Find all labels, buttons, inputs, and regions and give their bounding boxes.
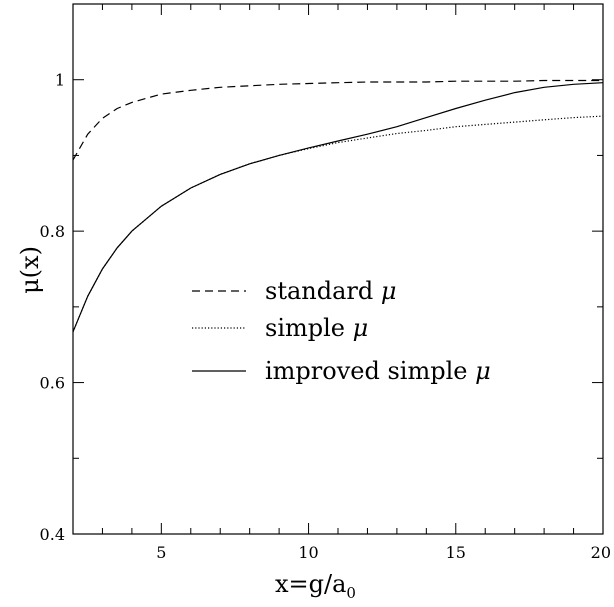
y-tick-label: 0.6	[40, 374, 65, 393]
legend-label: standard μ	[265, 277, 396, 305]
legend-label: simple μ	[265, 314, 368, 342]
x-tick-label: 15	[446, 543, 466, 562]
series-line-dashed	[72, 79, 603, 161]
x-axis-label: x=g/a0	[275, 570, 356, 602]
axis-ticks	[73, 3, 604, 535]
legend-label-text: standard	[265, 277, 381, 305]
y-tick-label: 1	[55, 71, 65, 90]
tick-labels: 5 10 15 20 0.4 0.6 0.8 1	[40, 71, 611, 562]
legend-mu-symbol: μ	[475, 357, 491, 385]
x-tick-label: 10	[298, 543, 318, 562]
x-tick-label: 20	[591, 543, 611, 562]
legend-label-text: improved simple	[265, 357, 475, 385]
y-axis-label: μ(x)	[16, 246, 44, 294]
x-tick-label: 5	[156, 543, 166, 562]
legend-mu-symbol: μ	[353, 314, 369, 342]
legend-mu-symbol: μ	[381, 277, 397, 305]
y-tick-label: 0.4	[40, 525, 65, 544]
plot-frame	[72, 3, 604, 535]
series-line-solid	[72, 82, 604, 333]
legend-label: improved simple μ	[265, 357, 491, 385]
series-lines	[72, 79, 604, 333]
legend-label-text: simple	[265, 314, 353, 342]
y-tick-label: 0.8	[40, 222, 65, 241]
